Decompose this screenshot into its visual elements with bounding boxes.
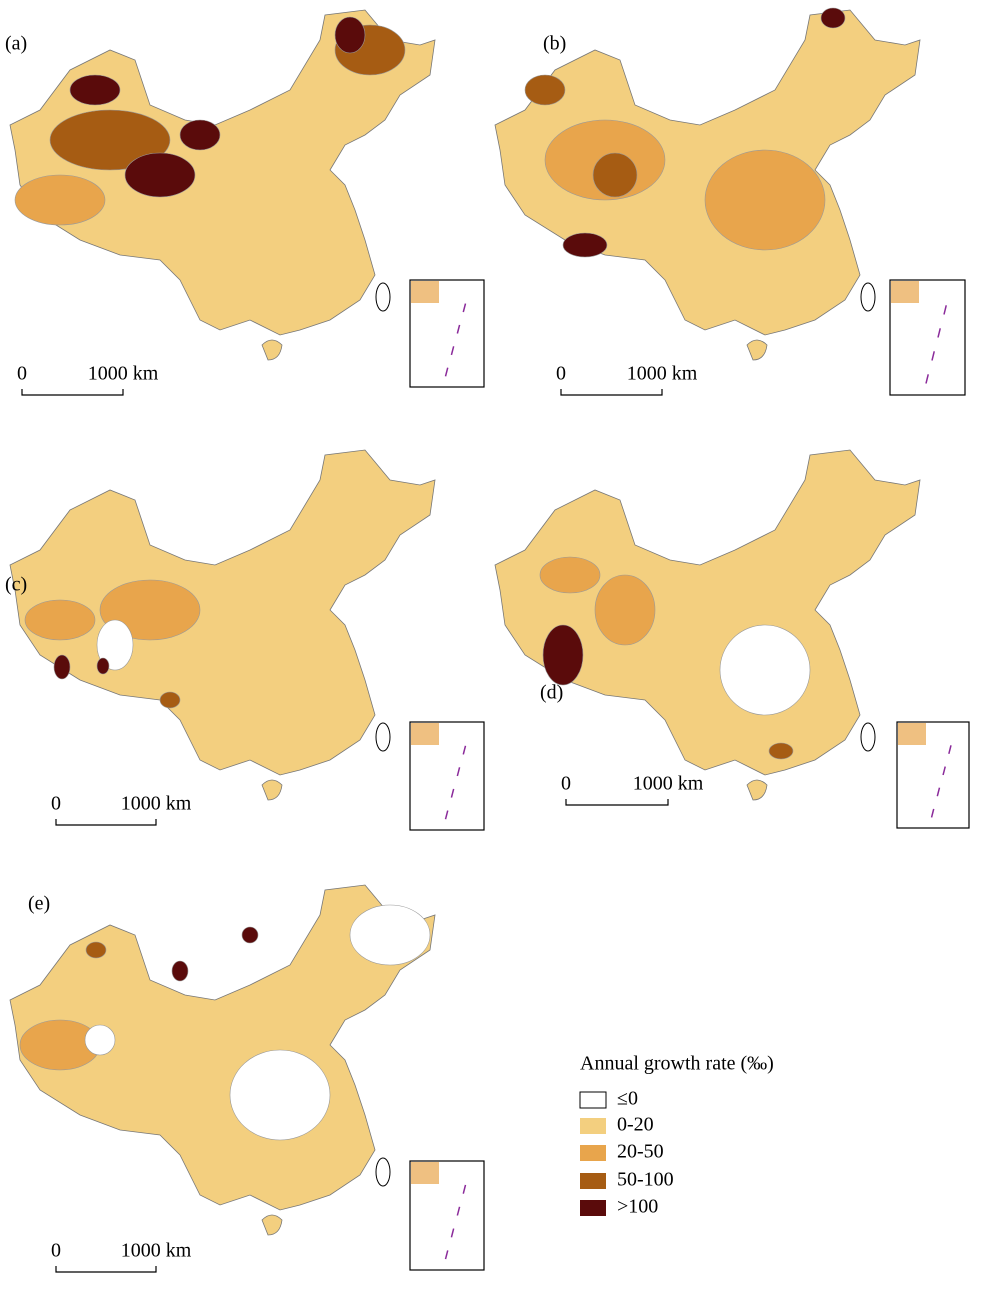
scale-label: 0 [561,773,571,795]
region-patch [159,691,181,709]
region-patch [592,152,638,198]
country-outline [494,449,921,801]
legend-swatch [580,1200,606,1216]
region-patch [96,657,110,675]
inset-boundary [456,324,461,334]
inset-boundary [444,810,449,820]
panel-label: (e) [28,893,50,915]
inset-boundary [930,808,935,818]
scale-label: 1000 km [633,773,704,795]
region-patch [334,16,366,54]
region-patch [241,926,259,944]
region-patch [53,654,71,680]
region-patch [179,119,221,151]
map-panel [9,449,436,801]
region-patch [85,941,107,959]
region-patch [562,232,608,258]
inset-boundary [462,303,467,313]
legend-label: ≤0 [617,1088,638,1110]
inset-coast [891,281,919,303]
legend-swatch [579,1091,607,1109]
island [860,282,876,312]
region-patch [124,152,196,198]
legend-label: 0-20 [617,1114,654,1136]
scale-label: 0 [51,1240,61,1262]
scale-label: 1000 km [121,793,192,815]
map-panel [494,7,921,361]
island [375,722,391,752]
inset-coast [411,281,439,303]
region-patch [704,149,826,251]
inset-boundary [450,1228,455,1238]
region-patch [24,599,96,641]
legend-label: 50-100 [617,1169,674,1191]
inset-boundary [942,766,946,776]
inset-boundary [450,346,455,356]
scale-label: 0 [51,793,61,815]
region-patch [524,74,566,106]
inset-boundary [931,351,935,361]
panel-label: (d) [540,682,563,704]
map-panel [494,449,921,801]
scale-label: 1000 km [88,363,159,385]
scale-label: 1000 km [627,363,698,385]
region-patch [768,742,794,760]
legend-label: 20-50 [617,1141,664,1163]
scale-label: 0 [556,363,566,385]
inset-boundary [462,1184,467,1194]
region-patch [719,624,811,716]
region-patch [171,960,189,982]
inset-boundary [937,328,941,338]
region-patch [594,574,656,646]
inset-boundary [450,788,455,798]
region-patch [539,556,601,594]
inset-boundary [456,767,461,777]
island [375,282,391,312]
legend-swatch [580,1173,606,1189]
inset-boundary [456,1206,461,1216]
panel-label: (c) [5,574,27,596]
legend-label: >100 [617,1196,658,1218]
inset-boundary [462,745,467,755]
region-patch [84,1024,116,1056]
island [375,1157,391,1187]
region-patch [49,109,171,171]
map-panel [9,884,436,1236]
map-panel [9,9,436,361]
region-patch [229,1049,331,1141]
inset-boundary [943,305,947,315]
region-patch [820,7,846,29]
inset-boundary [948,745,952,754]
scale-bar [55,1266,157,1273]
scale-bar [55,819,157,826]
scale-label: 0 [17,363,27,385]
inset-coast [411,1162,439,1184]
region-patch [349,904,431,966]
inset-boundary [936,787,941,797]
region-patch [69,74,121,106]
scale-bar [21,389,124,396]
panel-label: (b) [543,33,566,55]
legend-swatch [580,1118,606,1134]
scale-label: 1000 km [121,1240,192,1262]
inset-boundary [925,374,929,384]
inset-boundary [444,1250,449,1260]
inset-boundary [444,367,449,377]
inset-coast [411,723,439,745]
panel-label: (a) [5,33,27,55]
legend-title: Annual growth rate (‰) [580,1053,774,1075]
region-patch [96,619,134,671]
scale-bar [565,799,669,806]
island [860,722,876,752]
region-patch [542,624,584,686]
scale-bar [560,389,663,396]
region-patch [14,174,106,226]
inset-coast [898,723,926,745]
legend-swatch [580,1145,606,1161]
